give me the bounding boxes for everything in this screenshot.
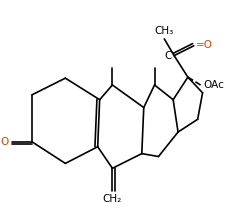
Text: CH₃: CH₃ — [154, 26, 173, 36]
Text: CH₂: CH₂ — [102, 194, 122, 204]
Text: =O: =O — [195, 40, 212, 50]
Text: O: O — [0, 137, 8, 147]
Text: C: C — [164, 51, 172, 61]
Text: OAc: OAc — [203, 80, 224, 90]
